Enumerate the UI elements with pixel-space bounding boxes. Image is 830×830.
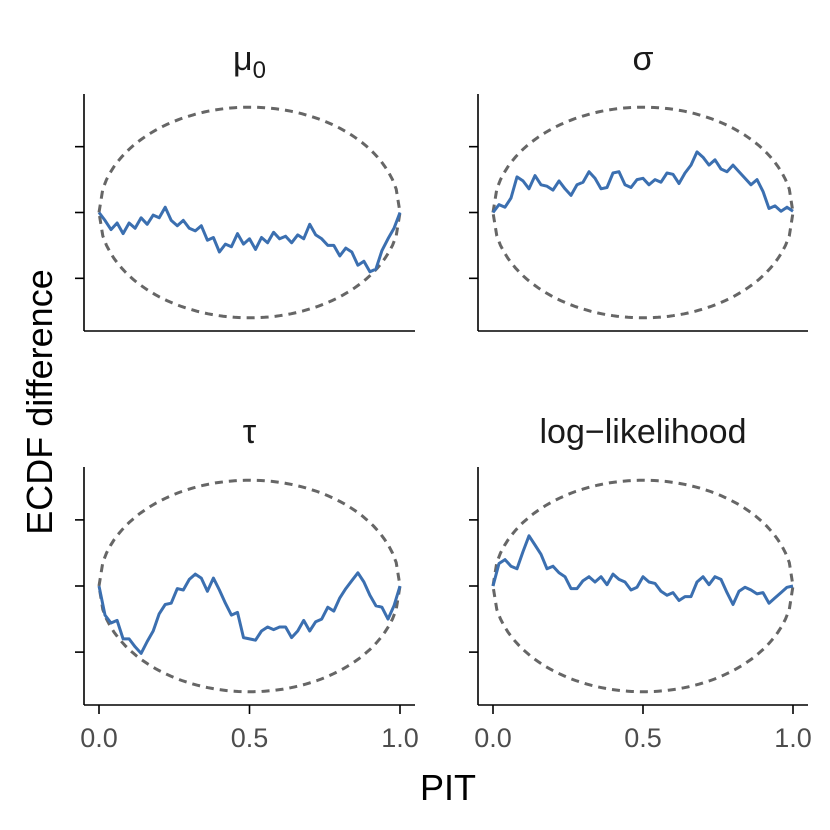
x-axis-title: PIT [420, 767, 476, 808]
x-tick-label: 0.0 [474, 723, 512, 753]
facet-panel: σ [469, 40, 808, 332]
confidence-envelope [97, 105, 402, 320]
facet-panel: log−likelihood 0.0 0.5 1.0 [469, 413, 812, 753]
ecdf-difference-line [97, 205, 402, 274]
panel-title: σ [633, 40, 654, 78]
x-tick-label: 0.5 [231, 723, 269, 753]
panel-title: log−likelihood [540, 413, 747, 451]
ecdf-difference-line [97, 571, 402, 655]
ecdf-difference-line [491, 150, 794, 214]
x-tick-label: 0.0 [80, 723, 118, 753]
y-axis-title: ECDF difference [19, 269, 60, 534]
x-tick-label: 1.0 [774, 723, 812, 753]
panel-title-subscript: 0 [253, 57, 266, 84]
panel-title-base: μ [233, 40, 253, 78]
confidence-envelope [97, 478, 402, 694]
panel-title: τ [243, 413, 257, 451]
panels-group: μ0 σ τ 0.0 0.5 1.0 log−likelihood 0.0 0.5 1.0 [75, 40, 812, 753]
facet-panel: μ0 [75, 40, 415, 332]
x-tick-label: 0.5 [624, 723, 662, 753]
panel-title: μ0 [233, 40, 266, 84]
facet-panel: τ 0.0 0.5 1.0 [75, 413, 419, 753]
confidence-envelope [491, 478, 795, 694]
confidence-envelope [491, 105, 795, 320]
ecdf-difference-line [491, 534, 794, 606]
x-tick-label: 1.0 [381, 723, 419, 753]
